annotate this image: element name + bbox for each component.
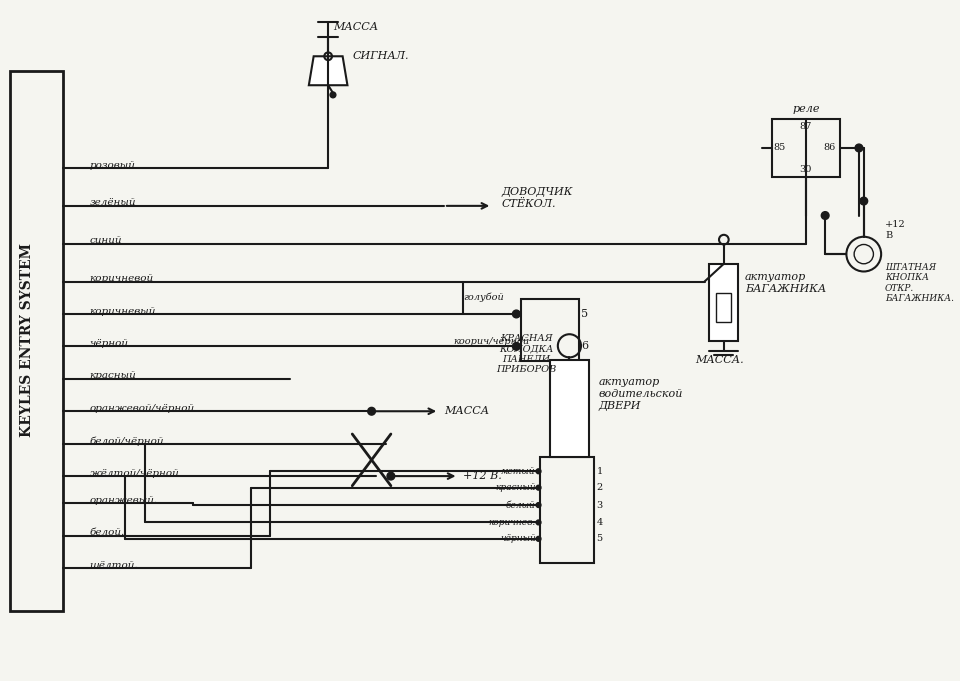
Circle shape xyxy=(822,212,829,219)
Text: 5: 5 xyxy=(596,535,603,543)
Text: чёрной: чёрной xyxy=(89,339,129,348)
Text: 87: 87 xyxy=(800,122,812,131)
Circle shape xyxy=(536,469,540,474)
Text: 85: 85 xyxy=(774,144,786,153)
Text: синий: синий xyxy=(89,236,122,245)
Text: красный: красный xyxy=(89,371,136,381)
Text: ДОВОДЧИК
СТЁКОЛ.: ДОВОДЧИК СТЁКОЛ. xyxy=(502,187,573,209)
Text: 30: 30 xyxy=(800,165,812,174)
Text: актуатор
водительской
ДВЕРИ: актуатор водительской ДВЕРИ xyxy=(598,377,683,411)
Text: 86: 86 xyxy=(824,144,836,153)
Circle shape xyxy=(536,520,540,525)
Text: МАССА: МАССА xyxy=(333,22,378,32)
Text: метый: метый xyxy=(501,466,536,476)
Circle shape xyxy=(387,472,395,480)
Bar xyxy=(10,71,62,612)
Bar xyxy=(709,264,738,341)
Circle shape xyxy=(330,92,336,98)
Circle shape xyxy=(513,343,520,350)
Text: голубой: голубой xyxy=(464,293,504,302)
Text: 1: 1 xyxy=(596,466,603,476)
Text: оранжевый.: оранжевый. xyxy=(89,496,157,505)
Text: 2: 2 xyxy=(596,484,603,492)
Text: розовый: розовый xyxy=(89,161,135,170)
Text: 4: 4 xyxy=(596,518,603,527)
Text: белой.: белой. xyxy=(89,528,125,537)
Text: реле: реле xyxy=(792,104,820,114)
Text: 6: 6 xyxy=(581,341,588,351)
Text: +12
В: +12 В xyxy=(885,220,906,240)
Bar xyxy=(521,300,579,361)
Polygon shape xyxy=(309,57,348,85)
Bar xyxy=(716,293,731,321)
Text: МАССА: МАССА xyxy=(444,407,489,416)
Text: жёлтой/чёрной: жёлтой/чёрной xyxy=(89,469,180,477)
Text: 3: 3 xyxy=(596,501,603,509)
Bar xyxy=(540,457,593,563)
Circle shape xyxy=(536,503,540,507)
Text: красный: красный xyxy=(495,484,536,492)
Text: коричневый: коричневый xyxy=(89,306,156,315)
Text: шёлтой.: шёлтой. xyxy=(89,560,138,569)
Text: СИГНАЛ.: СИГНАЛ. xyxy=(352,51,409,61)
Text: зелёный: зелёный xyxy=(89,198,136,208)
Bar xyxy=(772,119,840,177)
Text: оранжевой/чёрной: оранжевой/чёрной xyxy=(89,404,195,413)
Text: ШТАТНАЯ
КНОПКА
ОТКР.
БАГАЖНИКА.: ШТАТНАЯ КНОПКА ОТКР. БАГАЖНИКА. xyxy=(885,263,954,303)
Circle shape xyxy=(513,310,520,318)
Text: чёрный: чёрный xyxy=(500,535,536,543)
Text: 5: 5 xyxy=(581,309,588,319)
Text: актуатор
БАГАЖНИКА: актуатор БАГАЖНИКА xyxy=(745,272,827,294)
Text: коорич/чёрной: коорич/чёрной xyxy=(454,337,530,346)
Circle shape xyxy=(368,407,375,415)
Text: коричневой: коричневой xyxy=(89,274,154,283)
Text: коричнев.: коричнев. xyxy=(489,518,536,527)
Circle shape xyxy=(860,197,868,205)
Text: КРАСНАЯ
КОЛОДКА
ПАНЕЛИ
ПРИБОРОВ: КРАСНАЯ КОЛОДКА ПАНЕЛИ ПРИБОРОВ xyxy=(496,334,556,375)
Bar xyxy=(550,360,588,457)
Circle shape xyxy=(536,537,540,541)
Circle shape xyxy=(536,486,540,490)
Text: +12 В.: +12 В. xyxy=(464,471,502,481)
Text: МАССА.: МАССА. xyxy=(695,355,743,365)
Text: KEYLES ENTRY SYSTEM: KEYLES ENTRY SYSTEM xyxy=(20,243,34,437)
Text: белой/чёрной: белой/чёрной xyxy=(89,436,164,445)
Text: белый: белый xyxy=(506,501,536,509)
Circle shape xyxy=(855,144,863,152)
